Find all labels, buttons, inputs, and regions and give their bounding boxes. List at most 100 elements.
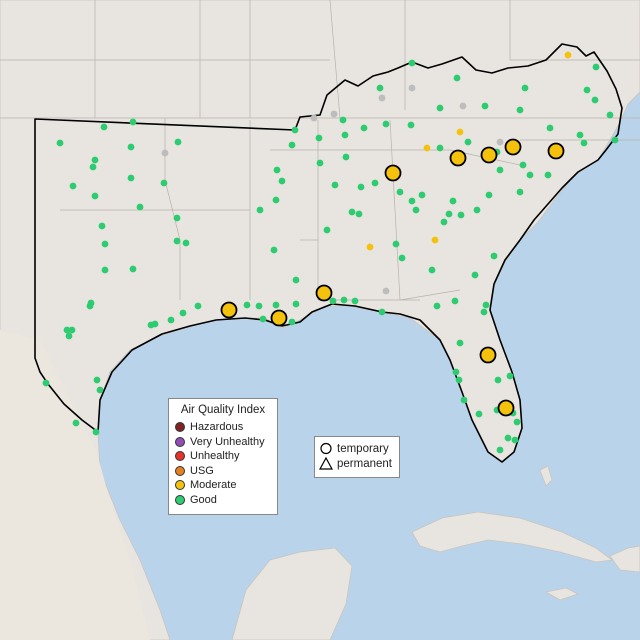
monitor-site-marker[interactable] <box>256 206 264 214</box>
monitor-site-marker[interactable] <box>376 84 384 92</box>
monitor-site-marker[interactable] <box>396 188 404 196</box>
monitor-site-marker[interactable] <box>471 271 479 279</box>
temporary-monitor-marker[interactable] <box>497 399 515 417</box>
monitor-site-marker[interactable] <box>482 301 490 309</box>
monitor-site-marker[interactable] <box>451 297 459 305</box>
monitor-site-marker[interactable] <box>516 188 524 196</box>
monitor-site-marker[interactable] <box>272 301 280 309</box>
temporary-monitor-marker[interactable] <box>315 284 333 302</box>
temporary-monitor-marker[interactable] <box>270 309 288 327</box>
monitor-site-marker[interactable] <box>182 239 190 247</box>
monitor-site-marker[interactable] <box>129 118 137 126</box>
monitor-site-marker[interactable] <box>63 326 71 334</box>
monitor-site-marker[interactable] <box>92 428 100 436</box>
monitor-site-marker[interactable] <box>100 123 108 131</box>
monitor-site-marker[interactable] <box>460 396 468 404</box>
monitor-site-marker[interactable] <box>428 266 436 274</box>
temporary-monitor-marker[interactable] <box>480 146 498 164</box>
monitor-site-marker[interactable] <box>342 153 350 161</box>
monitor-site-marker[interactable] <box>481 102 489 110</box>
monitor-site-marker[interactable] <box>68 326 76 334</box>
monitor-site-marker[interactable] <box>521 84 529 92</box>
monitor-site-marker[interactable] <box>160 179 168 187</box>
monitor-site-marker[interactable] <box>42 379 50 387</box>
monitor-site-marker[interactable] <box>315 134 323 142</box>
monitor-site-marker[interactable] <box>270 246 278 254</box>
monitor-site-marker[interactable] <box>382 120 390 128</box>
monitor-site-marker[interactable] <box>519 161 527 169</box>
monitor-site-marker[interactable] <box>65 332 73 340</box>
monitor-site-marker[interactable] <box>194 302 202 310</box>
monitor-site-marker[interactable] <box>330 110 338 118</box>
monitor-site-marker[interactable] <box>408 84 416 92</box>
temporary-monitor-marker[interactable] <box>384 164 402 182</box>
monitor-site-marker[interactable] <box>127 174 135 182</box>
monitor-site-marker[interactable] <box>91 192 99 200</box>
monitor-site-marker[interactable] <box>490 252 498 260</box>
monitor-site-marker[interactable] <box>378 94 386 102</box>
monitor-site-marker[interactable] <box>423 144 431 152</box>
monitor-site-marker[interactable] <box>453 74 461 82</box>
monitor-site-marker[interactable] <box>494 376 502 384</box>
monitor-site-marker[interactable] <box>278 177 286 185</box>
monitor-site-marker[interactable] <box>526 171 534 179</box>
monitor-site-marker[interactable] <box>243 301 251 309</box>
monitor-site-marker[interactable] <box>480 308 488 316</box>
monitor-site-marker[interactable] <box>323 226 331 234</box>
monitor-site-marker[interactable] <box>464 138 472 146</box>
monitor-site-marker[interactable] <box>329 297 337 305</box>
monitor-site-marker[interactable] <box>496 446 504 454</box>
monitor-site-marker[interactable] <box>101 266 109 274</box>
monitor-site-marker[interactable] <box>392 240 400 248</box>
monitor-site-marker[interactable] <box>436 104 444 112</box>
monitor-site-marker[interactable] <box>174 138 182 146</box>
monitor-site-marker[interactable] <box>455 376 463 384</box>
monitor-site-marker[interactable] <box>272 196 280 204</box>
monitor-site-marker[interactable] <box>506 372 514 380</box>
monitor-site-marker[interactable] <box>580 139 588 147</box>
monitor-site-marker[interactable] <box>456 339 464 347</box>
monitor-site-marker[interactable] <box>348 208 356 216</box>
monitor-site-marker[interactable] <box>340 296 348 304</box>
monitor-site-marker[interactable] <box>576 131 584 139</box>
monitor-site-marker[interactable] <box>292 276 300 284</box>
monitor-site-marker[interactable] <box>516 106 524 114</box>
monitor-site-marker[interactable] <box>56 139 64 147</box>
monitor-site-marker[interactable] <box>513 418 521 426</box>
monitor-site-marker[interactable] <box>445 210 453 218</box>
monitor-site-marker[interactable] <box>173 214 181 222</box>
monitor-site-marker[interactable] <box>366 243 374 251</box>
monitor-site-marker[interactable] <box>292 300 300 308</box>
temporary-monitor-marker[interactable] <box>449 149 467 167</box>
monitor-site-marker[interactable] <box>288 141 296 149</box>
monitor-site-marker[interactable] <box>89 163 97 171</box>
monitor-site-marker[interactable] <box>433 302 441 310</box>
monitor-site-marker[interactable] <box>378 308 386 316</box>
monitor-site-marker[interactable] <box>382 287 390 295</box>
monitor-site-marker[interactable] <box>93 376 101 384</box>
monitor-site-marker[interactable] <box>310 114 318 122</box>
monitor-site-marker[interactable] <box>167 316 175 324</box>
monitor-site-marker[interactable] <box>291 126 299 134</box>
monitor-site-marker[interactable] <box>316 159 324 167</box>
monitor-site-marker[interactable] <box>398 254 406 262</box>
monitor-site-marker[interactable] <box>606 111 614 119</box>
monitor-site-marker[interactable] <box>331 181 339 189</box>
monitor-site-marker[interactable] <box>496 138 504 146</box>
monitor-site-marker[interactable] <box>360 124 368 132</box>
monitor-site-marker[interactable] <box>341 131 349 139</box>
monitor-site-marker[interactable] <box>452 368 460 376</box>
monitor-site-marker[interactable] <box>136 203 144 211</box>
monitor-site-marker[interactable] <box>544 171 552 179</box>
monitor-site-marker[interactable] <box>511 436 519 444</box>
monitor-site-marker[interactable] <box>98 222 106 230</box>
monitor-site-marker[interactable] <box>412 206 420 214</box>
monitor-site-marker[interactable] <box>475 410 483 418</box>
monitor-site-marker[interactable] <box>255 302 263 310</box>
monitor-site-marker[interactable] <box>351 297 359 305</box>
monitor-site-marker[interactable] <box>564 51 572 59</box>
monitor-site-marker[interactable] <box>431 236 439 244</box>
monitor-site-marker[interactable] <box>436 144 444 152</box>
monitor-site-marker[interactable] <box>583 86 591 94</box>
